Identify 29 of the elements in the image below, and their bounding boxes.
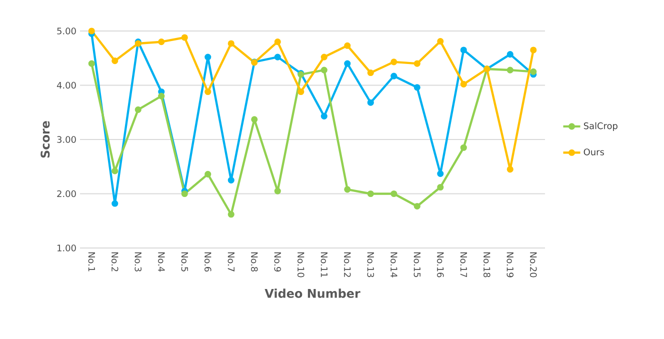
x-tick-label: No.8 bbox=[250, 252, 258, 272]
x-tick-label: No.6 bbox=[204, 252, 212, 272]
x-tick-label: No.18 bbox=[483, 252, 490, 278]
x-tick-label: No.5 bbox=[181, 252, 188, 272]
legend-label: SalCrop bbox=[584, 122, 618, 131]
y-tick-label: 4.00 bbox=[56, 82, 76, 89]
x-tick-label: No.1 bbox=[88, 252, 95, 272]
x-tick-label: No.9 bbox=[274, 252, 282, 272]
y-tick-label: 3.00 bbox=[57, 136, 76, 143]
x-tick-label: No.16 bbox=[436, 252, 444, 278]
x-tick-label: No.7 bbox=[228, 252, 234, 272]
legend-label: Ours bbox=[584, 148, 604, 156]
x-tick-label: No.13 bbox=[367, 252, 374, 278]
x-tick-label: No.2 bbox=[111, 252, 118, 272]
y-tick-label: 1.00 bbox=[58, 244, 76, 252]
x-tick-label: No.17 bbox=[460, 252, 467, 278]
x-tick-label: No.14 bbox=[390, 252, 398, 278]
x-tick-label: No.3 bbox=[134, 252, 142, 272]
y-tick-label: 5.00 bbox=[57, 28, 76, 34]
x-tick-label: No.20 bbox=[530, 252, 537, 278]
y-tick-label: 2.00 bbox=[57, 190, 76, 198]
y-axis-title: Score bbox=[40, 121, 50, 158]
x-tick-label: No.19 bbox=[506, 252, 514, 278]
x-tick-label: No.10 bbox=[297, 252, 304, 278]
x-tick-label: No.4 bbox=[158, 252, 165, 272]
x-tick-label: No.11 bbox=[320, 252, 328, 277]
x-tick-label: No.12 bbox=[344, 252, 351, 277]
x-tick-label: No.15 bbox=[414, 252, 420, 278]
x-axis-title: Video Number bbox=[264, 288, 360, 298]
